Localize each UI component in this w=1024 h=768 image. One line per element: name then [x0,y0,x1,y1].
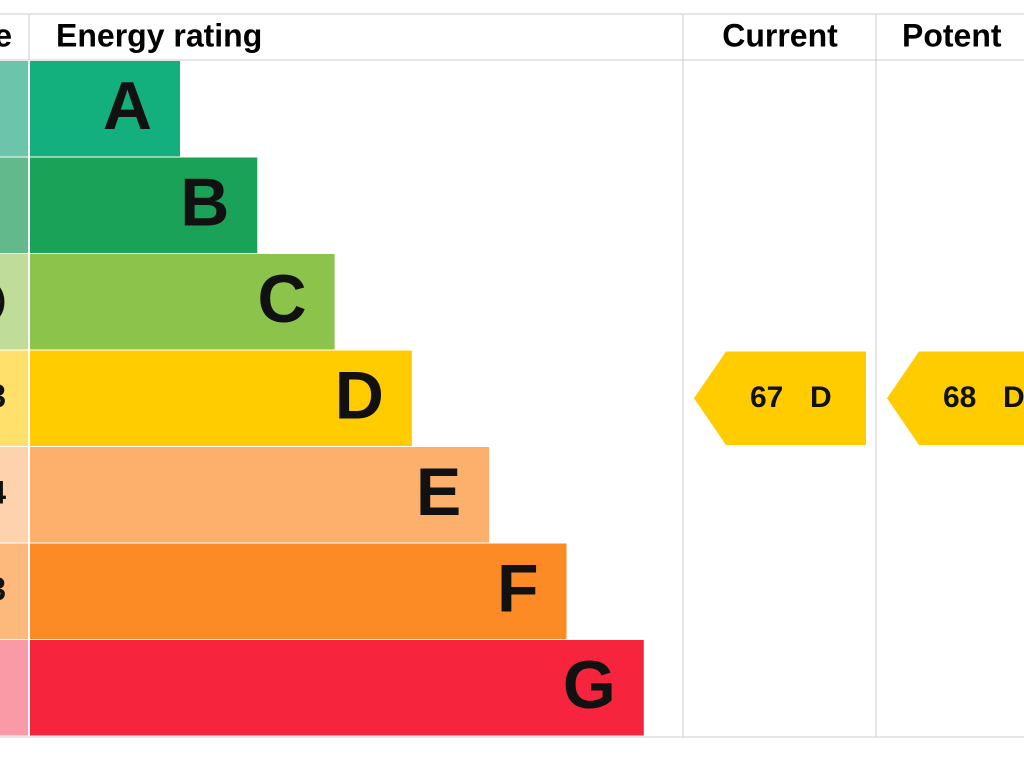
header-potential: Potent [902,17,1002,53]
score-strip [0,640,28,736]
potential-score: 68 [943,381,976,414]
band-bar [30,543,567,639]
band-letter: F [497,551,539,627]
band-letter: B [180,165,229,241]
score-strip [0,254,28,350]
header-rating: Energy rating [56,17,262,53]
score-strip [0,543,28,639]
score-strip [0,447,28,543]
score-fragment: 3 [0,378,6,414]
band-letter: G [563,647,616,723]
score-strip [0,61,28,157]
current-band: D [810,381,832,414]
band-bar [30,350,412,446]
potential-band: D [1003,381,1024,414]
band-bar [30,61,180,157]
band-bar [30,254,335,350]
band-letter: D [335,358,384,434]
header-current: Current [722,17,838,53]
score-fragment: 4 [0,475,6,511]
score-strip [0,157,28,253]
score-strip [0,350,28,446]
band-bar [30,157,258,253]
potential-arrow [887,351,1024,445]
band-letter: A [103,68,152,144]
current-arrow [694,351,866,445]
band-bar [30,447,490,543]
score-fragment: 3 [0,571,6,607]
current-score: 67 [750,381,783,414]
band-letter: E [416,454,461,530]
band-bar [30,640,644,736]
score-fragment: ) [0,282,6,318]
band-letter: C [257,261,306,337]
header-score: e [0,17,12,53]
